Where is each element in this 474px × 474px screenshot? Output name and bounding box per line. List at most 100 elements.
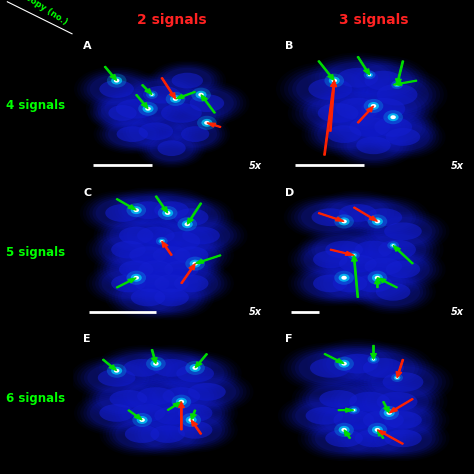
Ellipse shape [141,419,194,448]
Ellipse shape [374,117,412,137]
Circle shape [383,110,403,124]
Ellipse shape [137,227,175,245]
Ellipse shape [142,241,201,270]
Ellipse shape [92,230,165,269]
Ellipse shape [340,128,407,163]
Ellipse shape [344,269,403,298]
Ellipse shape [116,216,196,255]
Circle shape [364,99,383,113]
Text: 4 signals: 4 signals [6,100,65,112]
Ellipse shape [340,346,426,390]
Ellipse shape [386,128,420,146]
Circle shape [137,416,147,424]
Ellipse shape [165,414,225,446]
Ellipse shape [354,226,440,273]
Ellipse shape [310,358,351,378]
Ellipse shape [325,429,363,447]
Ellipse shape [118,241,177,270]
Ellipse shape [181,126,209,142]
Text: 5x: 5x [451,307,464,317]
Ellipse shape [360,210,446,252]
Ellipse shape [138,192,205,228]
Ellipse shape [153,246,191,264]
Ellipse shape [304,419,384,458]
Circle shape [338,218,349,225]
Ellipse shape [349,91,418,126]
Circle shape [368,423,387,437]
Ellipse shape [354,203,413,232]
Ellipse shape [322,404,386,436]
Text: E: E [83,334,91,344]
Ellipse shape [334,410,374,430]
Ellipse shape [360,399,446,441]
Text: Copy (no.): Copy (no.) [23,0,69,27]
Ellipse shape [102,348,182,387]
Circle shape [177,217,197,231]
Ellipse shape [97,248,176,291]
Ellipse shape [152,262,231,304]
Ellipse shape [383,372,423,392]
Ellipse shape [152,352,238,395]
Ellipse shape [326,62,390,94]
Ellipse shape [138,218,225,264]
Ellipse shape [358,382,437,421]
Ellipse shape [311,340,405,387]
Ellipse shape [364,116,443,158]
Ellipse shape [131,404,165,422]
Circle shape [192,262,198,265]
Ellipse shape [109,390,147,408]
Ellipse shape [355,429,392,447]
Ellipse shape [357,228,437,271]
Ellipse shape [291,238,370,281]
Ellipse shape [366,250,439,289]
Ellipse shape [308,420,380,456]
Ellipse shape [376,255,430,283]
Circle shape [149,92,155,97]
Circle shape [127,271,146,285]
Ellipse shape [158,200,225,235]
Ellipse shape [118,73,205,116]
Ellipse shape [350,201,416,233]
Ellipse shape [163,68,212,93]
Ellipse shape [281,395,368,437]
Ellipse shape [330,228,417,271]
Ellipse shape [358,73,437,116]
Ellipse shape [334,384,405,419]
FancyArrow shape [377,430,403,444]
Ellipse shape [370,119,436,155]
Ellipse shape [85,378,172,420]
Ellipse shape [118,397,178,429]
Ellipse shape [337,85,429,133]
Ellipse shape [168,118,222,150]
Ellipse shape [285,396,364,435]
Ellipse shape [354,64,413,97]
Ellipse shape [80,70,153,109]
Ellipse shape [363,410,404,430]
Ellipse shape [337,232,410,267]
Circle shape [391,374,403,382]
Ellipse shape [100,404,134,422]
Ellipse shape [311,209,349,226]
Circle shape [352,254,356,256]
Ellipse shape [100,91,172,127]
Circle shape [150,93,154,96]
Ellipse shape [320,267,380,300]
Ellipse shape [300,243,360,275]
Ellipse shape [119,378,192,414]
Ellipse shape [111,274,146,292]
Ellipse shape [366,118,439,156]
Ellipse shape [99,117,165,151]
Ellipse shape [161,239,221,271]
Ellipse shape [311,234,377,265]
Ellipse shape [163,387,200,405]
Ellipse shape [172,73,203,89]
Ellipse shape [155,392,235,434]
Ellipse shape [109,105,137,121]
Circle shape [374,428,380,432]
Circle shape [388,113,399,121]
Ellipse shape [112,393,184,432]
Ellipse shape [103,252,170,287]
Ellipse shape [308,232,380,267]
Ellipse shape [349,392,390,411]
Ellipse shape [354,71,440,118]
